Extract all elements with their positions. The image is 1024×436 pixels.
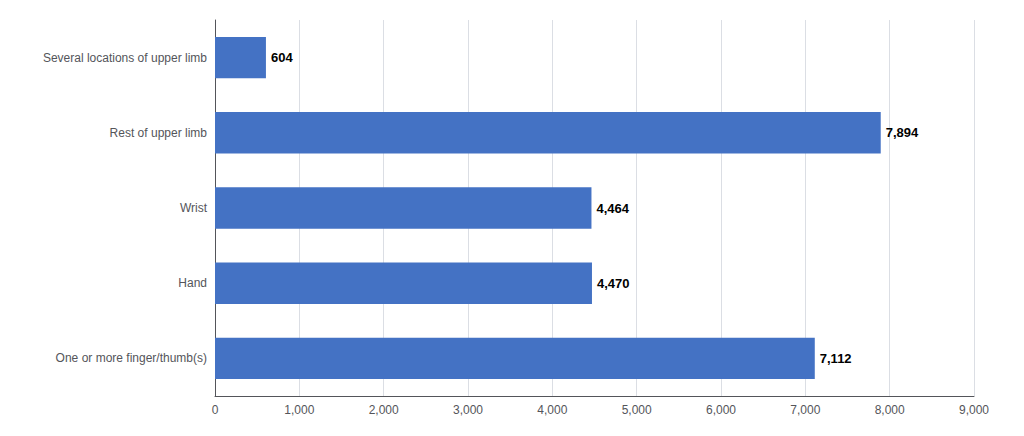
svg-text:Several locations of upper lim: Several locations of upper limb — [43, 51, 207, 65]
svg-text:4,000: 4,000 — [537, 403, 567, 417]
svg-text:6,000: 6,000 — [706, 403, 736, 417]
svg-text:4,464: 4,464 — [596, 201, 629, 216]
svg-text:8,000: 8,000 — [875, 403, 905, 417]
svg-text:3,000: 3,000 — [453, 403, 483, 417]
svg-text:Wrist: Wrist — [180, 201, 208, 215]
svg-text:1,000: 1,000 — [284, 403, 314, 417]
svg-text:7,894: 7,894 — [886, 125, 919, 140]
svg-text:0: 0 — [212, 403, 219, 417]
svg-text:4,470: 4,470 — [597, 276, 630, 291]
svg-text:9,000: 9,000 — [959, 403, 989, 417]
svg-text:Hand: Hand — [178, 276, 207, 290]
svg-text:One or more finger/thumb(s): One or more finger/thumb(s) — [56, 351, 207, 365]
svg-text:7,000: 7,000 — [790, 403, 820, 417]
svg-text:2,000: 2,000 — [369, 403, 399, 417]
svg-text:5,000: 5,000 — [622, 403, 652, 417]
svg-text:Rest of upper limb: Rest of upper limb — [110, 126, 208, 140]
svg-text:7,112: 7,112 — [820, 351, 852, 366]
svg-text:604: 604 — [271, 50, 293, 65]
